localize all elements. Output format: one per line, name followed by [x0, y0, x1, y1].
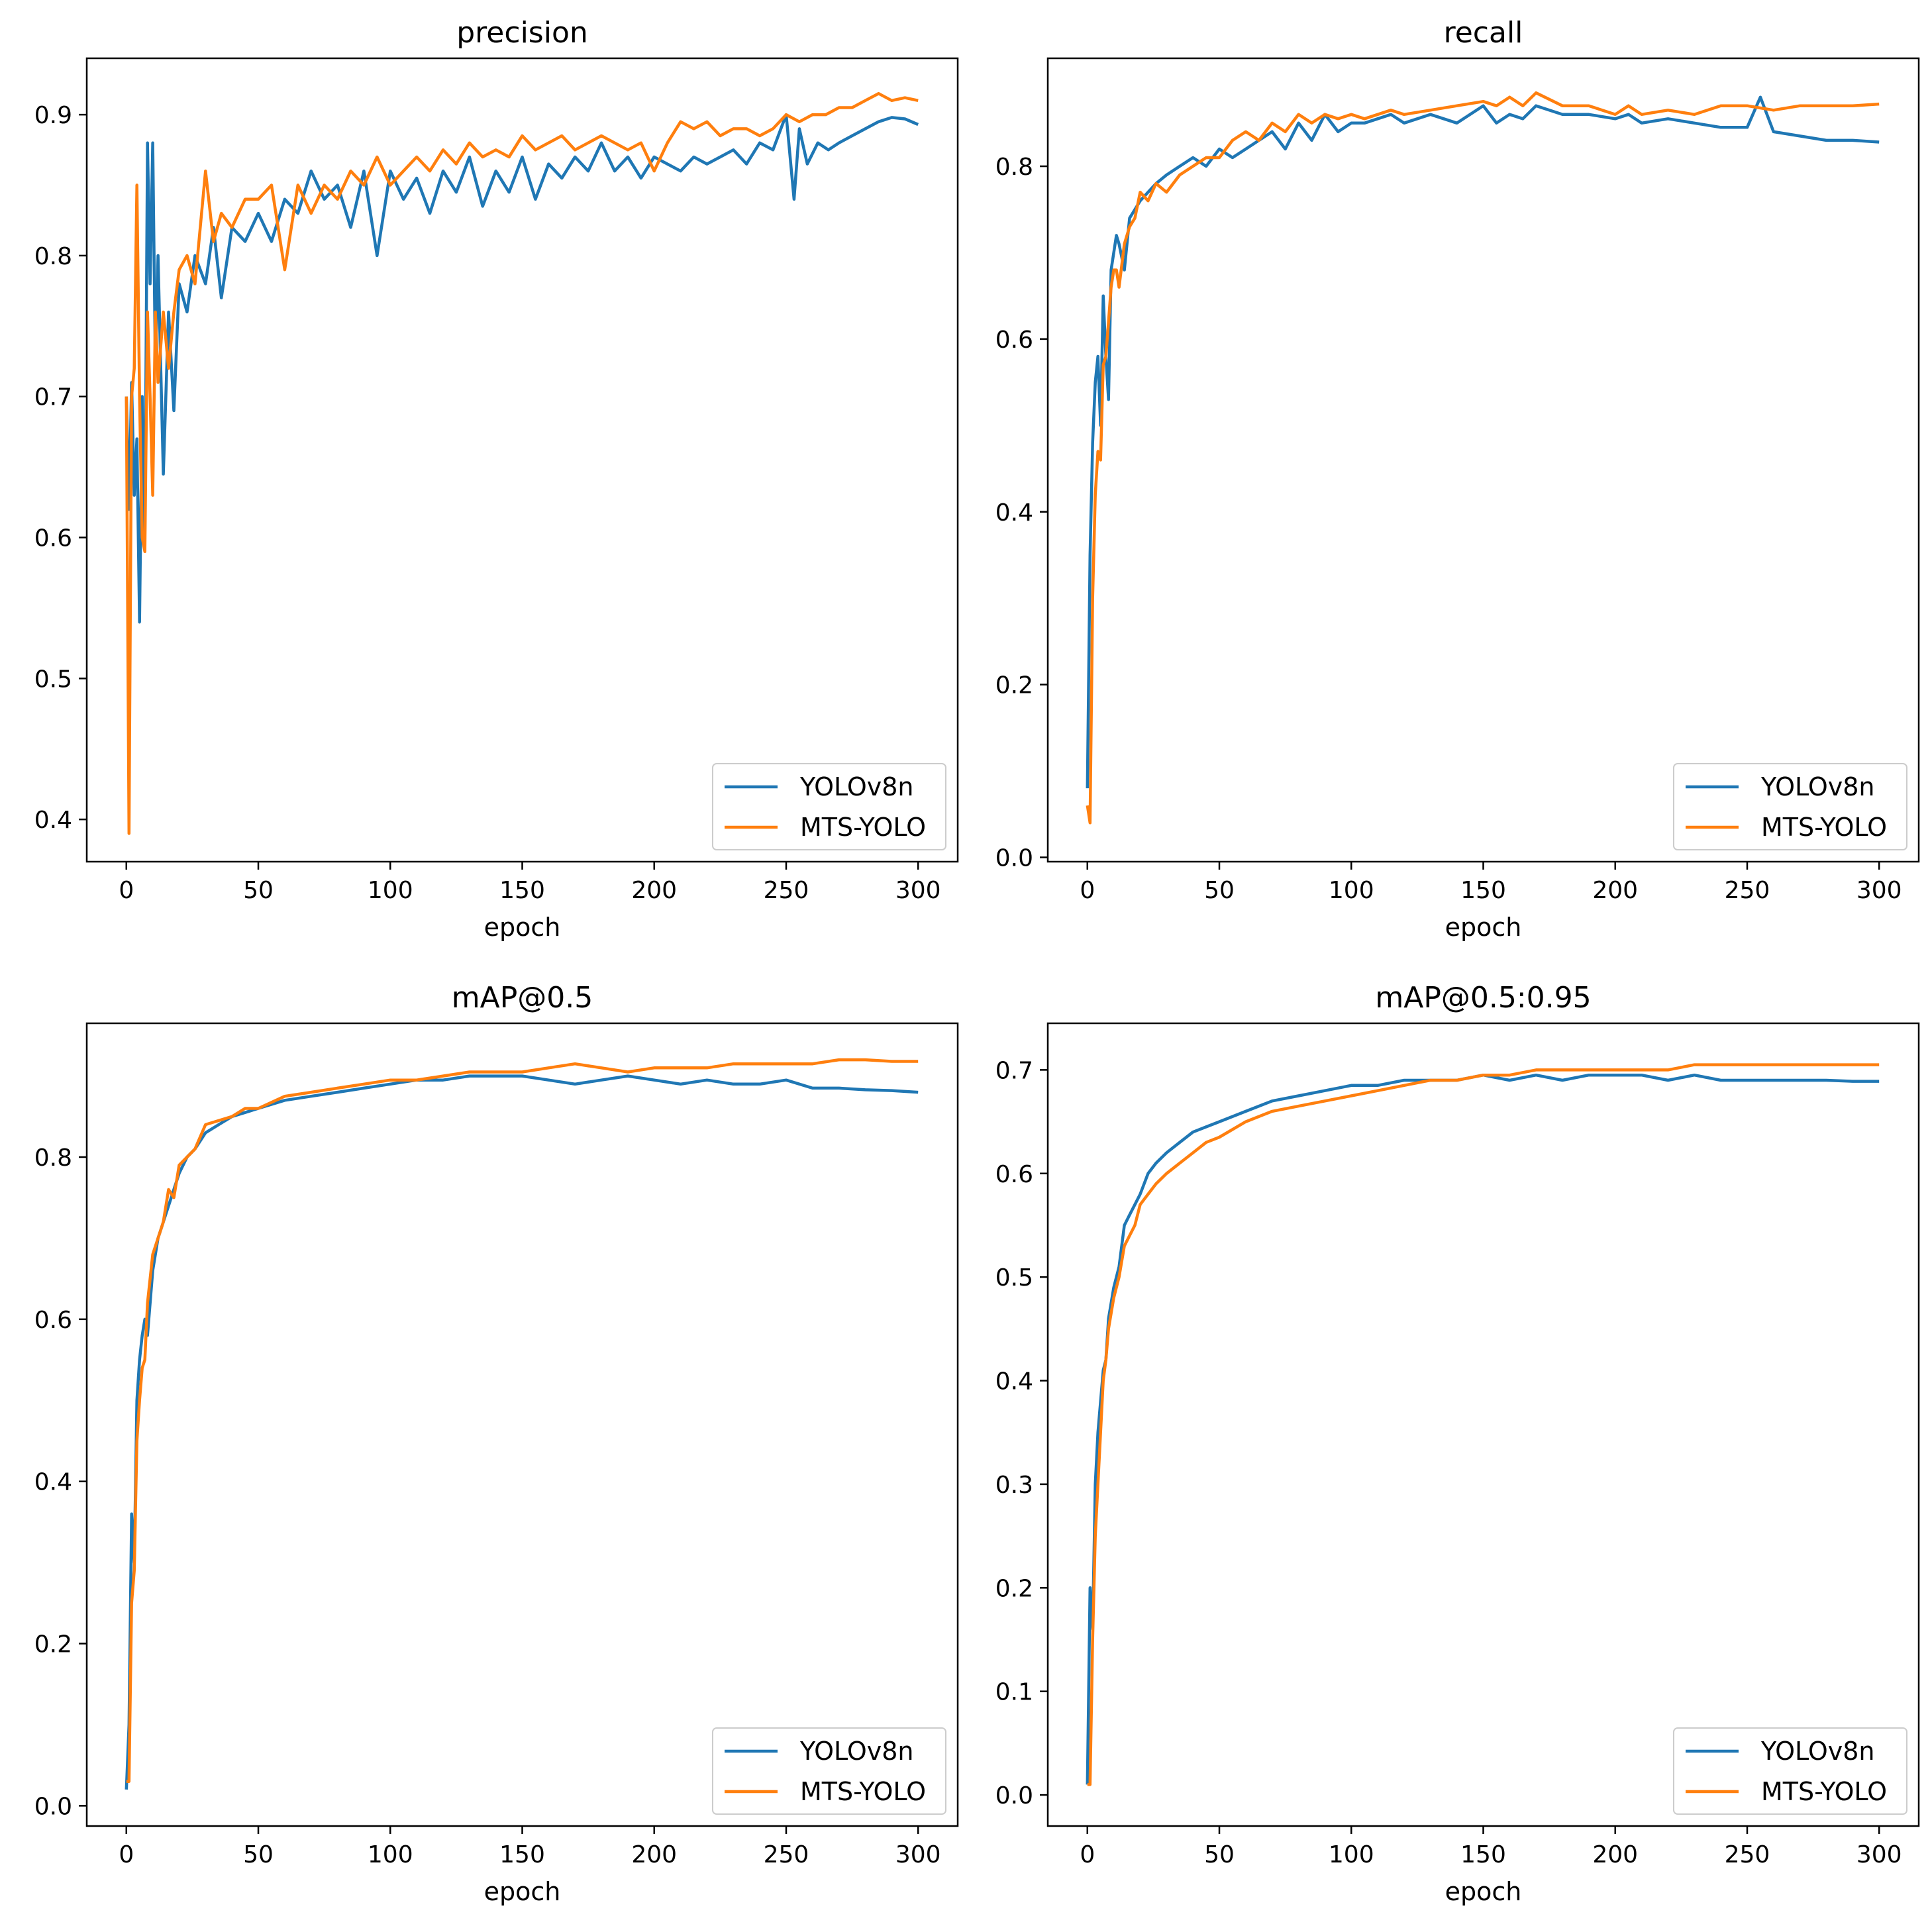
x-tick-label: 150	[1460, 1841, 1506, 1868]
x-tick-label: 300	[1856, 877, 1902, 904]
x-tick-label: 0	[119, 877, 134, 904]
x-axis-label: epoch	[484, 913, 561, 942]
x-tick-label: 300	[895, 1841, 941, 1868]
recall-chart: recall 0 50 100 150 200 250 300 0.0 0.2 0.4 0.6 0.8…	[995, 16, 1920, 942]
x-tick-label: 150	[1460, 877, 1506, 904]
series-line-mts-yolo	[126, 1058, 919, 1783]
y-tick-label: 0.8	[995, 154, 1033, 181]
x-tick-label: 0	[119, 1841, 134, 1868]
chart-title: mAP@0.5:0.95	[1375, 981, 1591, 1015]
y-tick-label: 0.7	[995, 1057, 1033, 1084]
x-tick-label: 250	[1725, 1841, 1770, 1868]
x-tick-label: 200	[1592, 877, 1638, 904]
x-tick-label: 100	[1329, 877, 1374, 904]
x-tick-label: 50	[1204, 877, 1235, 904]
y-tick-label: 0.0	[995, 1782, 1033, 1809]
y-tick-label: 0.8	[34, 243, 72, 270]
y-tick-label: 0.0	[34, 1793, 72, 1820]
x-tick-label: 250	[764, 877, 809, 904]
y-tick-label: 0.6	[995, 1161, 1033, 1188]
x-tick-label: 100	[1329, 1841, 1374, 1868]
precision-chart: precision 0 50 100 150 200 250 300 0.4 0.5 0.6 0.7…	[34, 16, 959, 942]
legend-label-yolov8n: YOLOv8n	[1760, 772, 1875, 801]
x-axis-label: epoch	[1445, 913, 1522, 942]
x-tick-label: 200	[631, 1841, 677, 1868]
legend-label-mts-yolo: MTS-YOLO	[1761, 813, 1887, 842]
plot-area: 0 50 100 150 200 250 300 0.0 0.2 0.4 0.6 0.8	[995, 57, 1920, 904]
legend: YOLOv8n MTS-YOLO	[712, 763, 946, 850]
chart-title: recall	[1444, 16, 1523, 50]
x-tick-label: 50	[1204, 1841, 1235, 1868]
series-line-mts-yolo	[1086, 91, 1880, 825]
y-tick-label: 0.6	[34, 1307, 72, 1334]
x-tick-label: 250	[1725, 877, 1770, 904]
x-axis-label: epoch	[1445, 1877, 1522, 1906]
legend-label-mts-yolo: MTS-YOLO	[800, 1777, 926, 1806]
legend-label-yolov8n: YOLOv8n	[799, 1737, 914, 1766]
y-tick-label: 0.4	[995, 1368, 1033, 1396]
y-tick-label: 0.0	[995, 844, 1033, 872]
plot-area: 0 50 100 150 200 250 300 0.0 0.1 0.2 0.3 0.4 0.5 0.6 0…	[995, 1022, 1920, 1868]
series-line-yolov8n	[1086, 95, 1880, 789]
plot-area: 0 50 100 150 200 250 300 0.0 0.2 0.4 0.6 0.8	[34, 1022, 959, 1868]
chart-title: precision	[456, 16, 588, 50]
y-tick-label: 0.2	[34, 1631, 72, 1658]
y-tick-label: 0.6	[995, 327, 1033, 354]
y-tick-label: 0.4	[34, 1469, 72, 1496]
series-line-mts-yolo	[1087, 1063, 1880, 1786]
x-tick-label: 300	[1856, 1841, 1902, 1868]
legend: YOLOv8n MTS-YOLO	[1673, 1727, 1907, 1815]
y-tick-label: 0.9	[34, 102, 72, 129]
x-tick-label: 200	[1592, 1841, 1638, 1868]
legend: YOLOv8n MTS-YOLO	[1673, 763, 1907, 850]
y-tick-label: 0.7	[34, 384, 72, 411]
legend-label-yolov8n: YOLOv8n	[799, 772, 914, 801]
x-tick-label: 100	[368, 1841, 413, 1868]
series-line-yolov8n	[125, 113, 919, 624]
x-tick-label: 50	[243, 1841, 274, 1868]
x-tick-label: 100	[368, 877, 413, 904]
y-tick-label: 0.1	[995, 1679, 1033, 1706]
series-line-mts-yolo	[125, 91, 919, 835]
y-tick-label: 0.2	[995, 1575, 1033, 1602]
y-tick-label: 0.5	[995, 1264, 1033, 1292]
chart-title: mAP@0.5	[452, 981, 593, 1015]
y-tick-label: 0.4	[34, 807, 72, 834]
x-tick-label: 0	[1080, 877, 1095, 904]
y-tick-label: 0.5	[34, 666, 72, 693]
y-tick-label: 0.6	[34, 525, 72, 552]
legend-label-mts-yolo: MTS-YOLO	[1761, 1777, 1887, 1806]
y-tick-label: 0.8	[34, 1144, 72, 1172]
x-axis-label: epoch	[484, 1877, 561, 1906]
legend-label-yolov8n: YOLOv8n	[1760, 1737, 1875, 1766]
legend: YOLOv8n MTS-YOLO	[712, 1727, 946, 1815]
x-tick-label: 50	[243, 877, 274, 904]
y-tick-label: 0.4	[995, 499, 1033, 527]
y-tick-label: 0.2	[995, 672, 1033, 699]
map50-chart: mAP@0.5 0 50 100 150 200 250 300 0.0 0.2 0.4 0.6 0.…	[34, 981, 959, 1906]
y-tick-label: 0.3	[995, 1472, 1033, 1499]
x-tick-label: 0	[1080, 1841, 1095, 1868]
x-tick-label: 300	[895, 877, 941, 904]
map50-95-chart: mAP@0.5:0.95 0 50 100 150 200 250 300 0.0 0.1 0.2…	[995, 981, 1920, 1906]
x-tick-label: 150	[499, 1841, 545, 1868]
plot-area: 0 50 100 150 200 250 300 0.4 0.5 0.6 0.7 0.8 0.9	[34, 57, 959, 904]
legend-label-mts-yolo: MTS-YOLO	[800, 813, 926, 842]
x-tick-label: 200	[631, 877, 677, 904]
x-tick-label: 150	[499, 877, 545, 904]
x-tick-label: 250	[764, 1841, 809, 1868]
